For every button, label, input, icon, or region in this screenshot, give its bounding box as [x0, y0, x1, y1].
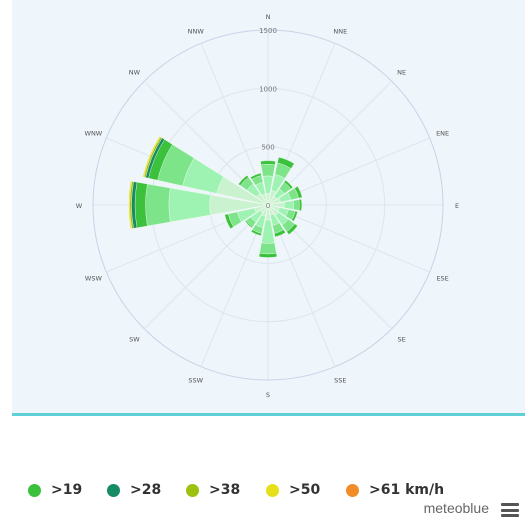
legend-label-61: >61 km/h [369, 482, 445, 498]
bar-ENE-s3 [294, 186, 303, 199]
bar-E-s2 [293, 199, 300, 211]
bar-E-s1 [283, 200, 294, 210]
direction-label-SSE: SSE [334, 377, 346, 385]
legend-dot-38 [186, 483, 199, 497]
bar-NE-s3 [283, 179, 294, 190]
legend-item-50[interactable]: >50 [266, 476, 320, 504]
direction-label-N: N [266, 13, 271, 21]
bar-S-s3 [258, 253, 278, 258]
bar-NW-s3 [238, 175, 249, 186]
bar-S-s2 [259, 242, 277, 255]
direction-label-SE: SE [398, 336, 406, 344]
bar-NNE-s3 [277, 157, 295, 169]
bar-NNW-s3 [250, 172, 262, 180]
radial-tick-label: 0 [266, 202, 270, 210]
bar-WSW-s3 [224, 213, 234, 229]
bar-E-s3 [298, 199, 302, 211]
legend-label-50: >50 [289, 482, 321, 498]
bar-N-s3 [260, 160, 276, 165]
bar-SSE-s3 [274, 229, 286, 238]
bar-ESE-s3 [291, 210, 298, 222]
legend-label-28: >28 [130, 482, 162, 498]
grid-spoke [143, 204, 269, 330]
menu-line [501, 508, 519, 512]
legend-label-38: >38 [209, 482, 241, 498]
direction-label-NE: NE [397, 68, 406, 76]
bar-N-s2 [260, 164, 276, 177]
bar-SW-s3 [244, 220, 253, 229]
legend-dot-50 [266, 483, 279, 497]
legend-dot-19 [28, 483, 41, 497]
bar-SE-s3 [286, 223, 298, 235]
direction-label-SSW: SSW [188, 377, 203, 385]
bar-WNW-s6 [142, 136, 161, 178]
legend-label-19: >19 [51, 482, 83, 498]
wind-rose-panel: 0 500 1000 1500 N NNE NE ENE E ESE SE SSE S SSW SW WSW W… [12, 0, 525, 413]
legend-item-38[interactable]: >38 [186, 476, 240, 504]
menu-line [501, 514, 519, 517]
chart-bottom-rule [12, 413, 525, 416]
legend-dot-28 [107, 483, 120, 497]
direction-label-NNW: NNW [188, 27, 205, 35]
radial-tick-label: 500 [261, 144, 274, 152]
direction-label-ESE: ESE [436, 274, 448, 282]
legend-dot-61 [346, 483, 359, 497]
radial-tick-label: 1000 [259, 85, 277, 93]
direction-label-S: S [266, 391, 270, 399]
bar-SSW-s3 [250, 229, 262, 236]
menu-line [501, 503, 519, 506]
bar-W-s6 [128, 180, 132, 230]
meteoblue-credit-link[interactable]: meteoblue [423, 500, 489, 516]
bar-W-s3 [134, 182, 148, 228]
direction-label-WNW: WNW [85, 130, 103, 138]
direction-label-ENE: ENE [436, 130, 449, 138]
bar-W-s2 [145, 183, 171, 227]
direction-label-WSW: WSW [85, 274, 103, 282]
direction-label-SW: SW [129, 336, 140, 344]
direction-label-W: W [76, 202, 83, 210]
wind-rose-chart: 0 500 1000 1500 N NNE NE ENE E ESE SE SSE S SSW SW WSW W… [76, 13, 459, 399]
direction-label-E: E [455, 202, 459, 210]
legend-item-61[interactable]: >61 km/h [346, 476, 444, 504]
direction-label-NNE: NNE [333, 27, 347, 35]
legend-item-28[interactable]: >28 [107, 476, 161, 504]
legend: >19 >28 >38 >50 >61 km/h [0, 476, 525, 504]
radial-tick-label: 1500 [259, 27, 277, 35]
hamburger-menu-icon[interactable] [501, 503, 519, 517]
direction-label-NW: NW [129, 68, 141, 76]
legend-item-19[interactable]: >19 [28, 476, 82, 504]
